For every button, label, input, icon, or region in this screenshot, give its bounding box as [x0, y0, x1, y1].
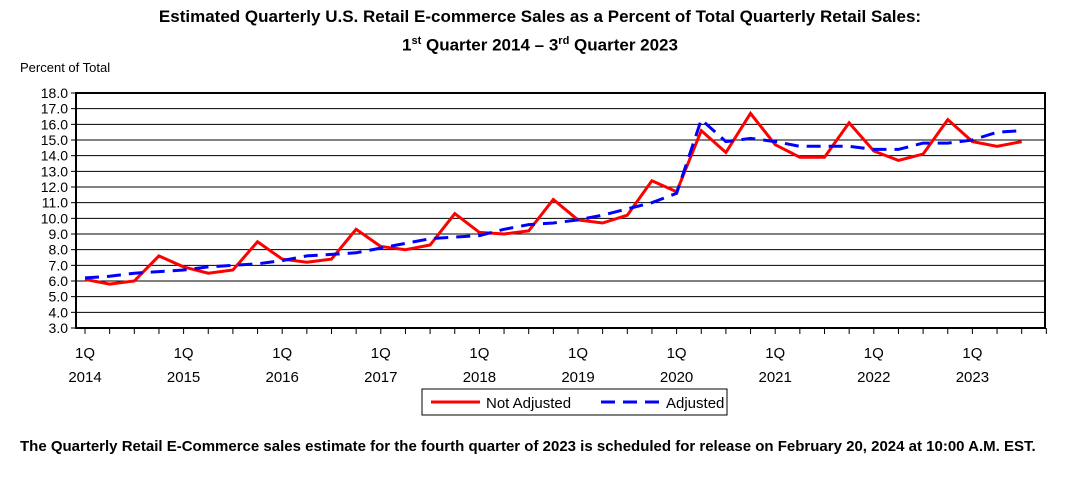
y-tick-label: 4.0 — [49, 304, 69, 320]
y-axis-label: Percent of Total — [20, 60, 111, 75]
x-tick-label-year: 2017 — [364, 369, 397, 386]
x-tick-labels: 1Q 2014 1Q 2015 1Q 2016 1Q 2017 1Q 2018 1Q 2019 1Q 20… — [68, 345, 989, 386]
x-tick-label-year: 2020 — [660, 369, 693, 386]
x-tick-label-year: 2018 — [463, 369, 496, 386]
series-line-not-adjusted — [84, 110, 1022, 286]
plot-frame — [75, 92, 1046, 329]
y-tick-label: 13.0 — [41, 163, 68, 179]
legend: Not Adjusted Adjusted — [421, 388, 728, 416]
y-tick-label: 17.0 — [41, 101, 68, 117]
y-tick-label: 5.0 — [49, 289, 69, 305]
x-tick-label-year: 2023 — [956, 369, 989, 386]
y-tick-label: 15.0 — [41, 132, 68, 148]
chart-subtitle: 1st Quarter 2014 – 3rd Quarter 2023 — [402, 35, 678, 55]
y-tick-labels: 3.04.05.06.07.08.09.010.011.012.013.014.… — [41, 85, 68, 336]
x-tick-label-quarter: 1Q — [272, 345, 292, 362]
x-tick-label-quarter: 1Q — [174, 345, 194, 362]
series-lines — [84, 110, 1022, 286]
y-tick-label: 12.0 — [41, 179, 68, 195]
y-tick-label: 3.0 — [49, 320, 69, 336]
x-tick-label-year: 2019 — [561, 369, 594, 386]
x-tick-label-quarter: 1Q — [962, 345, 982, 362]
y-tick-label: 10.0 — [41, 210, 68, 226]
y-tick-label: 9.0 — [49, 226, 69, 242]
gridlines — [71, 92, 1047, 334]
x-tick-label-quarter: 1Q — [765, 345, 785, 362]
x-tick-label-quarter: 1Q — [469, 345, 489, 362]
x-tick-label-year: 2021 — [759, 369, 792, 386]
x-tick-label-quarter: 1Q — [371, 345, 391, 362]
y-tick-label: 7.0 — [49, 257, 69, 273]
x-tick-label-quarter: 1Q — [667, 345, 687, 362]
x-tick-label-year: 2016 — [266, 369, 299, 386]
y-tick-label: 6.0 — [49, 273, 69, 289]
x-tick-label-year: 2022 — [857, 369, 890, 386]
y-tick-label: 14.0 — [41, 148, 68, 164]
x-tick-label-year: 2015 — [167, 369, 200, 386]
y-tick-label: 11.0 — [42, 195, 68, 211]
x-tick-label-quarter: 1Q — [75, 345, 95, 362]
x-tick-label-quarter: 1Q — [568, 345, 588, 362]
x-tick-label-year: 2014 — [68, 369, 101, 386]
chart-title: Estimated Quarterly U.S. Retail E-commer… — [158, 7, 922, 26]
y-tick-label: 18.0 — [41, 85, 68, 101]
series-line-adjusted — [84, 116, 1022, 280]
release-note: The Quarterly Retail E-Commerce sales es… — [20, 438, 1036, 455]
legend-label-not-adjusted: Not Adjusted — [486, 395, 571, 412]
y-tick-label: 16.0 — [41, 116, 68, 132]
x-tick-label-quarter: 1Q — [864, 345, 884, 362]
legend-label-adjusted: Adjusted — [666, 395, 724, 412]
y-tick-label: 8.0 — [49, 242, 69, 258]
